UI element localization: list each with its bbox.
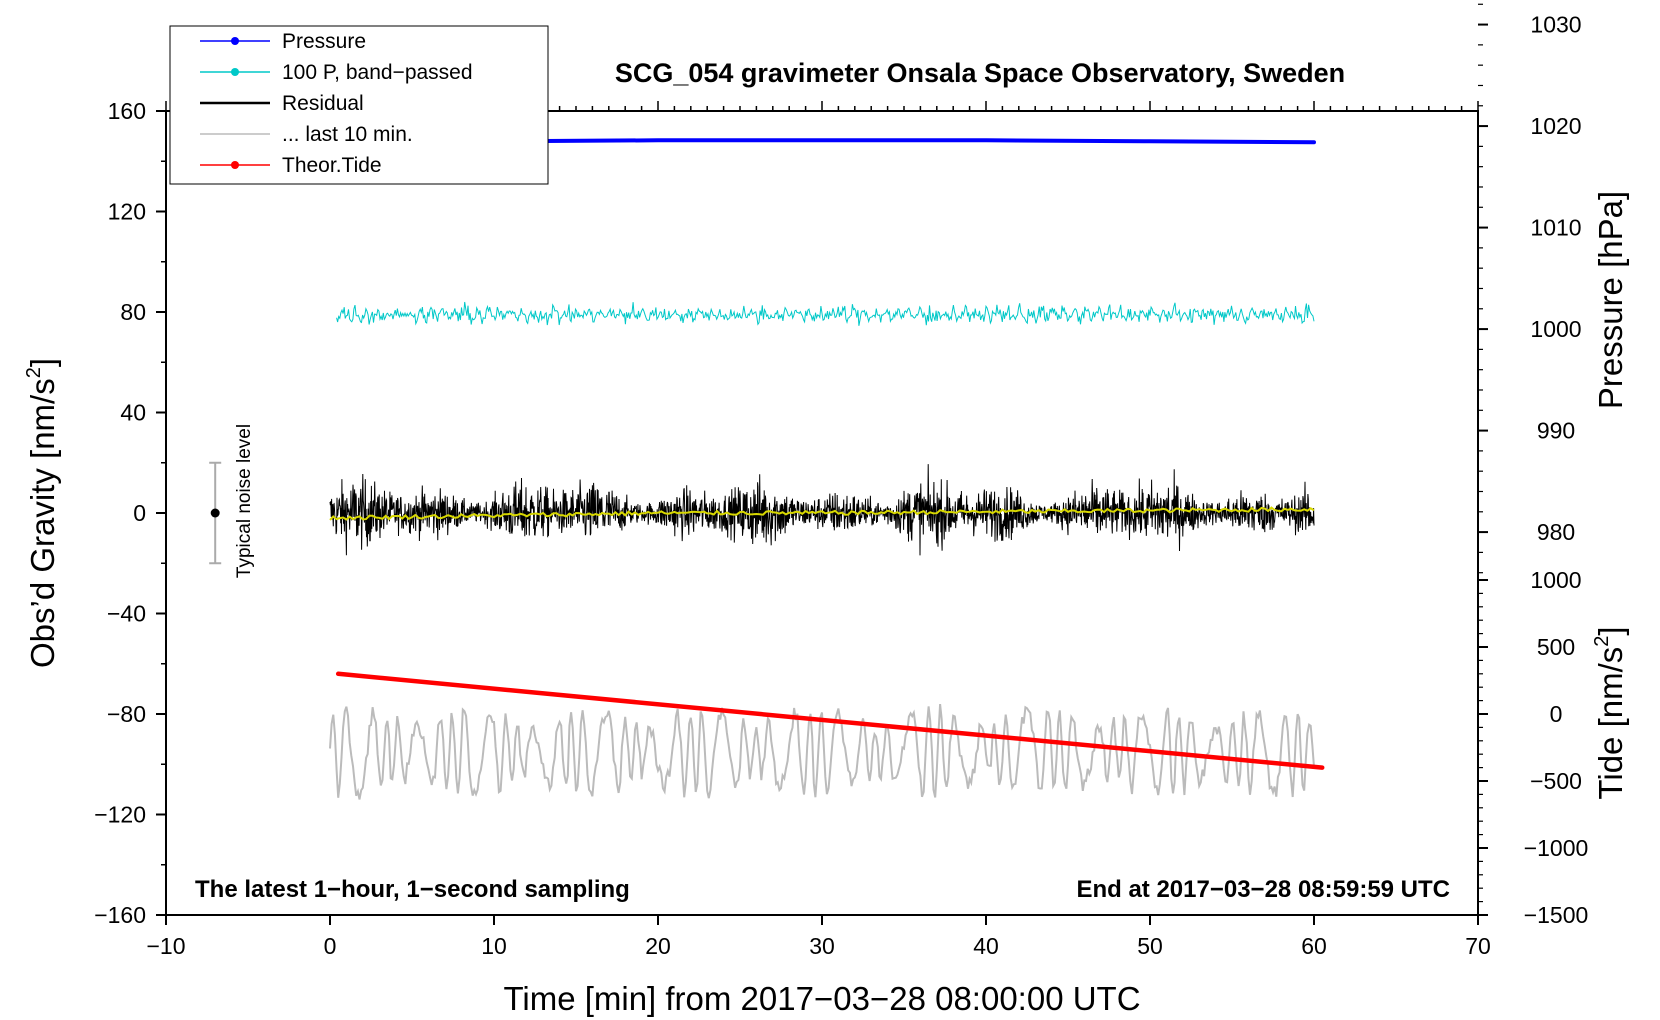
series-layer bbox=[328, 138, 1325, 800]
tide-axis-title-end: ] bbox=[1592, 626, 1629, 635]
tide-axis-title: Tide [nm/s2] bbox=[1591, 626, 1629, 799]
x-tick-label: 60 bbox=[1301, 933, 1327, 959]
series-band-passed bbox=[336, 301, 1315, 326]
legend-label: Residual bbox=[282, 92, 364, 115]
x-tick-label: 50 bbox=[1137, 933, 1163, 959]
y-tick-label: −80 bbox=[107, 701, 146, 727]
pressure-tick-label: 1000 bbox=[1530, 316, 1581, 342]
x-tick-label: 40 bbox=[973, 933, 999, 959]
y-axis-title-main: Obs’d Gravity [nm/s bbox=[24, 378, 61, 668]
legend: Pressure 100 P, band−passed Residual ... la… bbox=[169, 25, 549, 185]
tide-tick-label: −1500 bbox=[1524, 902, 1589, 928]
y-axis-title-sup: 2 bbox=[23, 367, 45, 378]
chart-title: SCG_054 gravimeter Onsala Space Observat… bbox=[615, 58, 1345, 88]
y-tick-label: 120 bbox=[108, 199, 146, 225]
x-axis-title: Time [min] from 2017−03−28 08:00:00 UTC bbox=[503, 980, 1140, 1017]
y-tick-label: 40 bbox=[120, 400, 146, 426]
series-residual bbox=[329, 464, 1315, 556]
legend-box bbox=[169, 25, 549, 185]
tide-tick-label: −1000 bbox=[1524, 835, 1589, 861]
legend-label: Theor.Tide bbox=[282, 154, 382, 177]
tide-axis-title-main: Tide [nm/s bbox=[1592, 647, 1629, 800]
typical-noise-indicator: Typical noise level bbox=[209, 424, 255, 578]
x-tick-label: 20 bbox=[645, 933, 671, 959]
noise-center-dot bbox=[210, 508, 220, 518]
tide-tick-label: 0 bbox=[1550, 701, 1563, 727]
x-tick-label: 70 bbox=[1465, 933, 1491, 959]
legend-label: 100 P, band−passed bbox=[282, 61, 473, 84]
x-tick-label: 10 bbox=[481, 933, 507, 959]
y-tick-label: 80 bbox=[120, 299, 146, 325]
tide-tick-label: −500 bbox=[1530, 768, 1582, 794]
noise-label: Typical noise level bbox=[234, 424, 255, 578]
y-tick-label: 0 bbox=[133, 500, 146, 526]
legend-marker bbox=[231, 68, 239, 76]
annotation-end-time: End at 2017−03−28 08:59:59 UTC bbox=[1076, 876, 1450, 903]
tide-tick-label: 500 bbox=[1537, 634, 1575, 660]
pressure-tick-label: 1030 bbox=[1530, 12, 1581, 38]
legend-label: Pressure bbox=[282, 30, 366, 53]
y-tick-label: −40 bbox=[107, 601, 146, 627]
annotation-sampling: The latest 1−hour, 1−second sampling bbox=[195, 876, 630, 903]
legend-marker bbox=[231, 37, 239, 45]
y-tick-label: 160 bbox=[108, 98, 146, 124]
legend-label: ... last 10 min. bbox=[282, 123, 413, 146]
y-tick-label: −120 bbox=[94, 802, 146, 828]
series-last-10-min bbox=[329, 703, 1315, 800]
legend-marker bbox=[231, 161, 239, 169]
axis-ticks: −10 0 10 20 30 40 50 60 7016012080400−40−80−120−… bbox=[94, 3, 1589, 959]
series-theor-tide bbox=[335, 671, 1325, 770]
y-axis-title: Obs’d Gravity [nm/s2] bbox=[23, 358, 61, 668]
pressure-tick-label: 1010 bbox=[1530, 215, 1581, 241]
series-residual-smoothed bbox=[329, 506, 1315, 521]
pressure-tick-label: 980 bbox=[1537, 519, 1575, 545]
y-axis-title-end: ] bbox=[24, 358, 61, 367]
x-tick-label: −10 bbox=[146, 933, 185, 959]
x-tick-label: 30 bbox=[809, 933, 835, 959]
x-tick-label: 0 bbox=[324, 933, 337, 959]
pressure-axis-title: Pressure [hPa] bbox=[1592, 191, 1629, 409]
tide-axis-title-sup: 2 bbox=[1591, 636, 1613, 647]
y-tick-label: −160 bbox=[94, 902, 146, 928]
pressure-tick-label: 990 bbox=[1537, 418, 1575, 444]
tide-tick-label: 1000 bbox=[1530, 567, 1581, 593]
pressure-tick-label: 1020 bbox=[1530, 113, 1581, 139]
